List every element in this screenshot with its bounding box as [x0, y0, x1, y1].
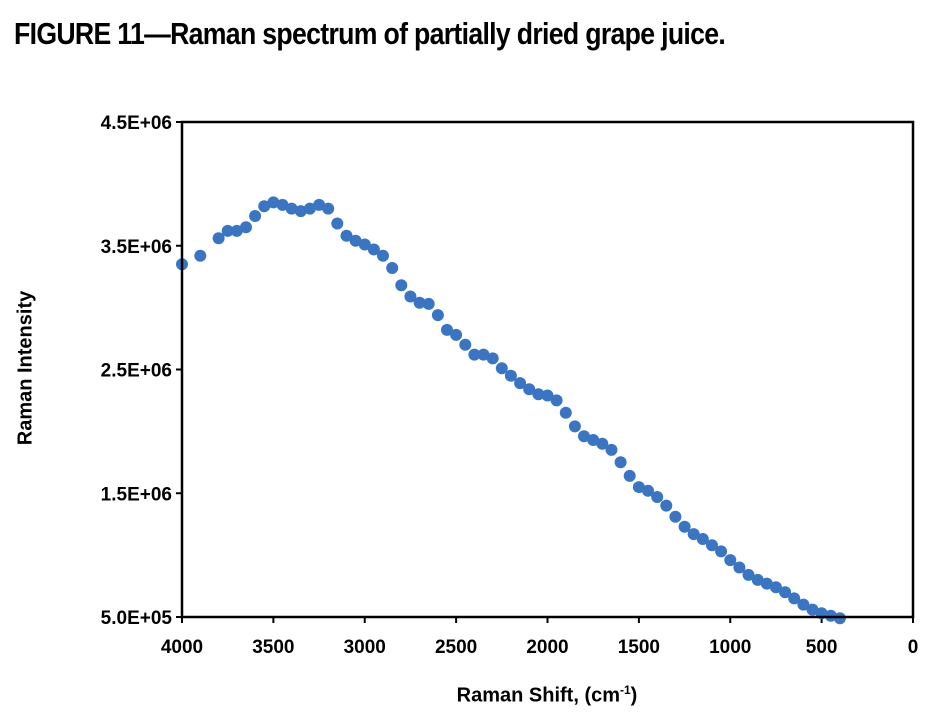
data-point [779, 586, 792, 599]
data-point [322, 202, 335, 215]
data-point [331, 217, 344, 230]
data-point [230, 224, 243, 237]
data-point [532, 388, 545, 401]
data-point [696, 533, 709, 545]
data-point [578, 430, 590, 443]
data-point [450, 328, 463, 341]
x-tick-label: 0 [908, 637, 919, 658]
x-tick-label: 2000 [526, 637, 568, 658]
data-point [642, 484, 654, 497]
data-point [267, 196, 280, 209]
data-point [422, 297, 435, 310]
data-point [623, 469, 636, 482]
data-point [687, 528, 700, 541]
x-tick-label: 1500 [618, 637, 660, 658]
data-point [742, 568, 755, 581]
y-tick-label: 4.5E+06 [101, 113, 172, 134]
data-point [358, 238, 371, 251]
data-point [395, 279, 408, 292]
data-point [678, 520, 691, 533]
data-point [568, 420, 581, 433]
x-tick-label: 3500 [252, 637, 294, 658]
x-tick-label: 3000 [344, 637, 386, 658]
data-point [459, 338, 472, 351]
data-point [806, 603, 819, 616]
x-axis-label-close: ) [630, 684, 638, 707]
x-tick-label: 500 [806, 637, 838, 658]
data-point [240, 221, 252, 234]
data-point [660, 499, 673, 512]
x-axis-label-main: Raman Shift, (cm [456, 684, 621, 707]
data-point [797, 598, 810, 611]
data-point [587, 434, 600, 446]
figure-title: FIGURE 11—Raman spectrum of partially dr… [14, 16, 726, 51]
data-point [303, 202, 316, 215]
data-point [377, 249, 389, 262]
data-point [523, 383, 536, 396]
x-axis-label: Raman Shift, (cm-1) [457, 683, 638, 708]
data-point [431, 309, 444, 322]
data-point [788, 592, 801, 605]
data-point [669, 510, 682, 523]
data-point [441, 323, 453, 336]
data-point [276, 198, 289, 211]
data-point [404, 290, 417, 303]
data-point [468, 348, 481, 361]
data-point [413, 296, 426, 309]
x-tick-label: 1000 [709, 637, 751, 658]
data-point [514, 377, 527, 390]
data-point [651, 491, 664, 503]
data-point [349, 234, 362, 247]
data-point [605, 443, 618, 456]
data-point [194, 249, 207, 262]
data-point [294, 205, 307, 218]
y-tick-label: 3.5E+06 [101, 237, 172, 258]
data-point [486, 352, 499, 365]
data-point [386, 262, 399, 274]
x-tick-label: 2500 [435, 637, 477, 658]
data-point [760, 577, 773, 590]
data-point [632, 481, 645, 494]
data-point [596, 437, 609, 450]
data-point [212, 232, 225, 245]
data-point [504, 369, 517, 382]
x-axis-label-superscript: -1 [620, 683, 631, 697]
data-point [477, 348, 490, 361]
plot-area-frame [180, 120, 915, 619]
data-point [550, 394, 563, 407]
y-tick-label: 1.5E+06 [101, 484, 172, 505]
data-point [249, 210, 262, 222]
x-tick-label: 4000 [161, 637, 203, 658]
data-point [285, 202, 298, 215]
data-point [751, 573, 764, 586]
data-point [340, 229, 353, 242]
data-point [724, 554, 737, 567]
data-point [541, 389, 554, 402]
data-point [221, 224, 234, 237]
data-point [614, 456, 627, 469]
data-point [559, 406, 572, 419]
data-point [367, 243, 380, 256]
data-point [706, 539, 718, 552]
y-tick-label: 2.5E+06 [101, 361, 172, 382]
data-point [715, 545, 728, 558]
data-point [313, 198, 326, 211]
y-tick-label: 5.0E+05 [101, 608, 173, 629]
data-point [495, 362, 508, 375]
data-point [769, 581, 782, 594]
data-points [176, 196, 846, 625]
data-point [258, 200, 271, 213]
tick-layer: 4000 3500 3000 2500 2000 1500 1000 500 0 5.0E+05 1… [101, 113, 919, 658]
data-point [733, 561, 746, 574]
